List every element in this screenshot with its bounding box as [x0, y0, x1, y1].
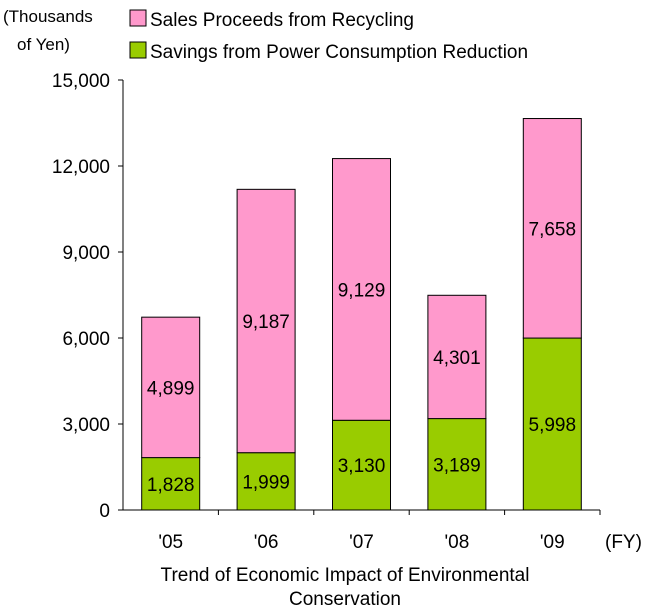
y-axis-ticks: 0 3,000 6,000 9,000 12,000 15,000 — [52, 71, 123, 522]
bar-segment-recycling — [522, 118, 582, 339]
x-axis-ticks: '05 '06 '07 '08 '09 — [158, 510, 601, 553]
caption-line2: Conservation — [289, 589, 401, 610]
x-tick-label: '09 — [540, 532, 565, 553]
bar-segment-power-savings — [522, 337, 582, 511]
x-tick-label: '07 — [349, 532, 374, 553]
bar-segment-power-savings — [141, 457, 201, 511]
bar-segment-recycling — [141, 316, 201, 459]
y-unit-label-line1: (Thousands — [3, 7, 93, 26]
legend-swatch-power-savings — [129, 41, 147, 59]
bars: 1,828 4,899 1,999 9,187 3,130 9,129 3,189 4,301… — [141, 118, 582, 511]
x-tick-label: '05 — [158, 532, 183, 553]
stacked-bar-chart: (Thousands of Yen) Sales Proceeds from R… — [3, 7, 642, 553]
bar-segment-power-savings — [332, 419, 391, 511]
data-label-power-savings: 1,828 — [147, 475, 195, 496]
data-label-recycling: 9,187 — [242, 312, 290, 333]
y-tick-label: 3,000 — [62, 415, 110, 436]
data-label-recycling: 4,899 — [147, 378, 195, 399]
y-tick-label: 6,000 — [62, 329, 110, 350]
y-tick-label: 15,000 — [52, 71, 110, 92]
y-tick-label: 0 — [99, 501, 110, 522]
data-label-power-savings: 3,130 — [338, 456, 386, 477]
data-label-power-savings: 3,189 — [433, 455, 481, 476]
y-tick-label: 12,000 — [52, 157, 110, 178]
bar-segment-recycling — [236, 188, 296, 454]
x-tick-label: '06 — [254, 532, 279, 553]
data-label-recycling: 9,129 — [338, 280, 386, 301]
legend-label-recycling: Sales Proceeds from Recycling — [150, 10, 414, 31]
data-label-power-savings: 5,998 — [529, 415, 577, 436]
chart-caption: Trend of Economic Impact of Environmenta… — [95, 564, 595, 612]
bar-segment-recycling — [427, 294, 487, 420]
data-label-power-savings: 1,999 — [242, 472, 290, 493]
bar-segment-power-savings — [236, 452, 296, 511]
caption-line1: Trend of Economic Impact of Environmenta… — [160, 565, 530, 586]
data-label-recycling: 7,658 — [529, 219, 577, 240]
y-tick-label: 9,000 — [62, 243, 110, 264]
bar-segment-recycling — [332, 158, 391, 421]
x-tick-label: '08 — [445, 532, 470, 553]
x-unit-label: (FY) — [605, 532, 642, 553]
legend-swatch-recycling — [129, 9, 147, 27]
data-label-recycling: 4,301 — [433, 348, 481, 369]
y-unit-label-line2: of Yen) — [17, 35, 70, 54]
legend: Sales Proceeds from Recycling Savings fr… — [129, 9, 528, 63]
legend-label-power-savings: Savings from Power Consumption Reduction — [150, 42, 528, 63]
